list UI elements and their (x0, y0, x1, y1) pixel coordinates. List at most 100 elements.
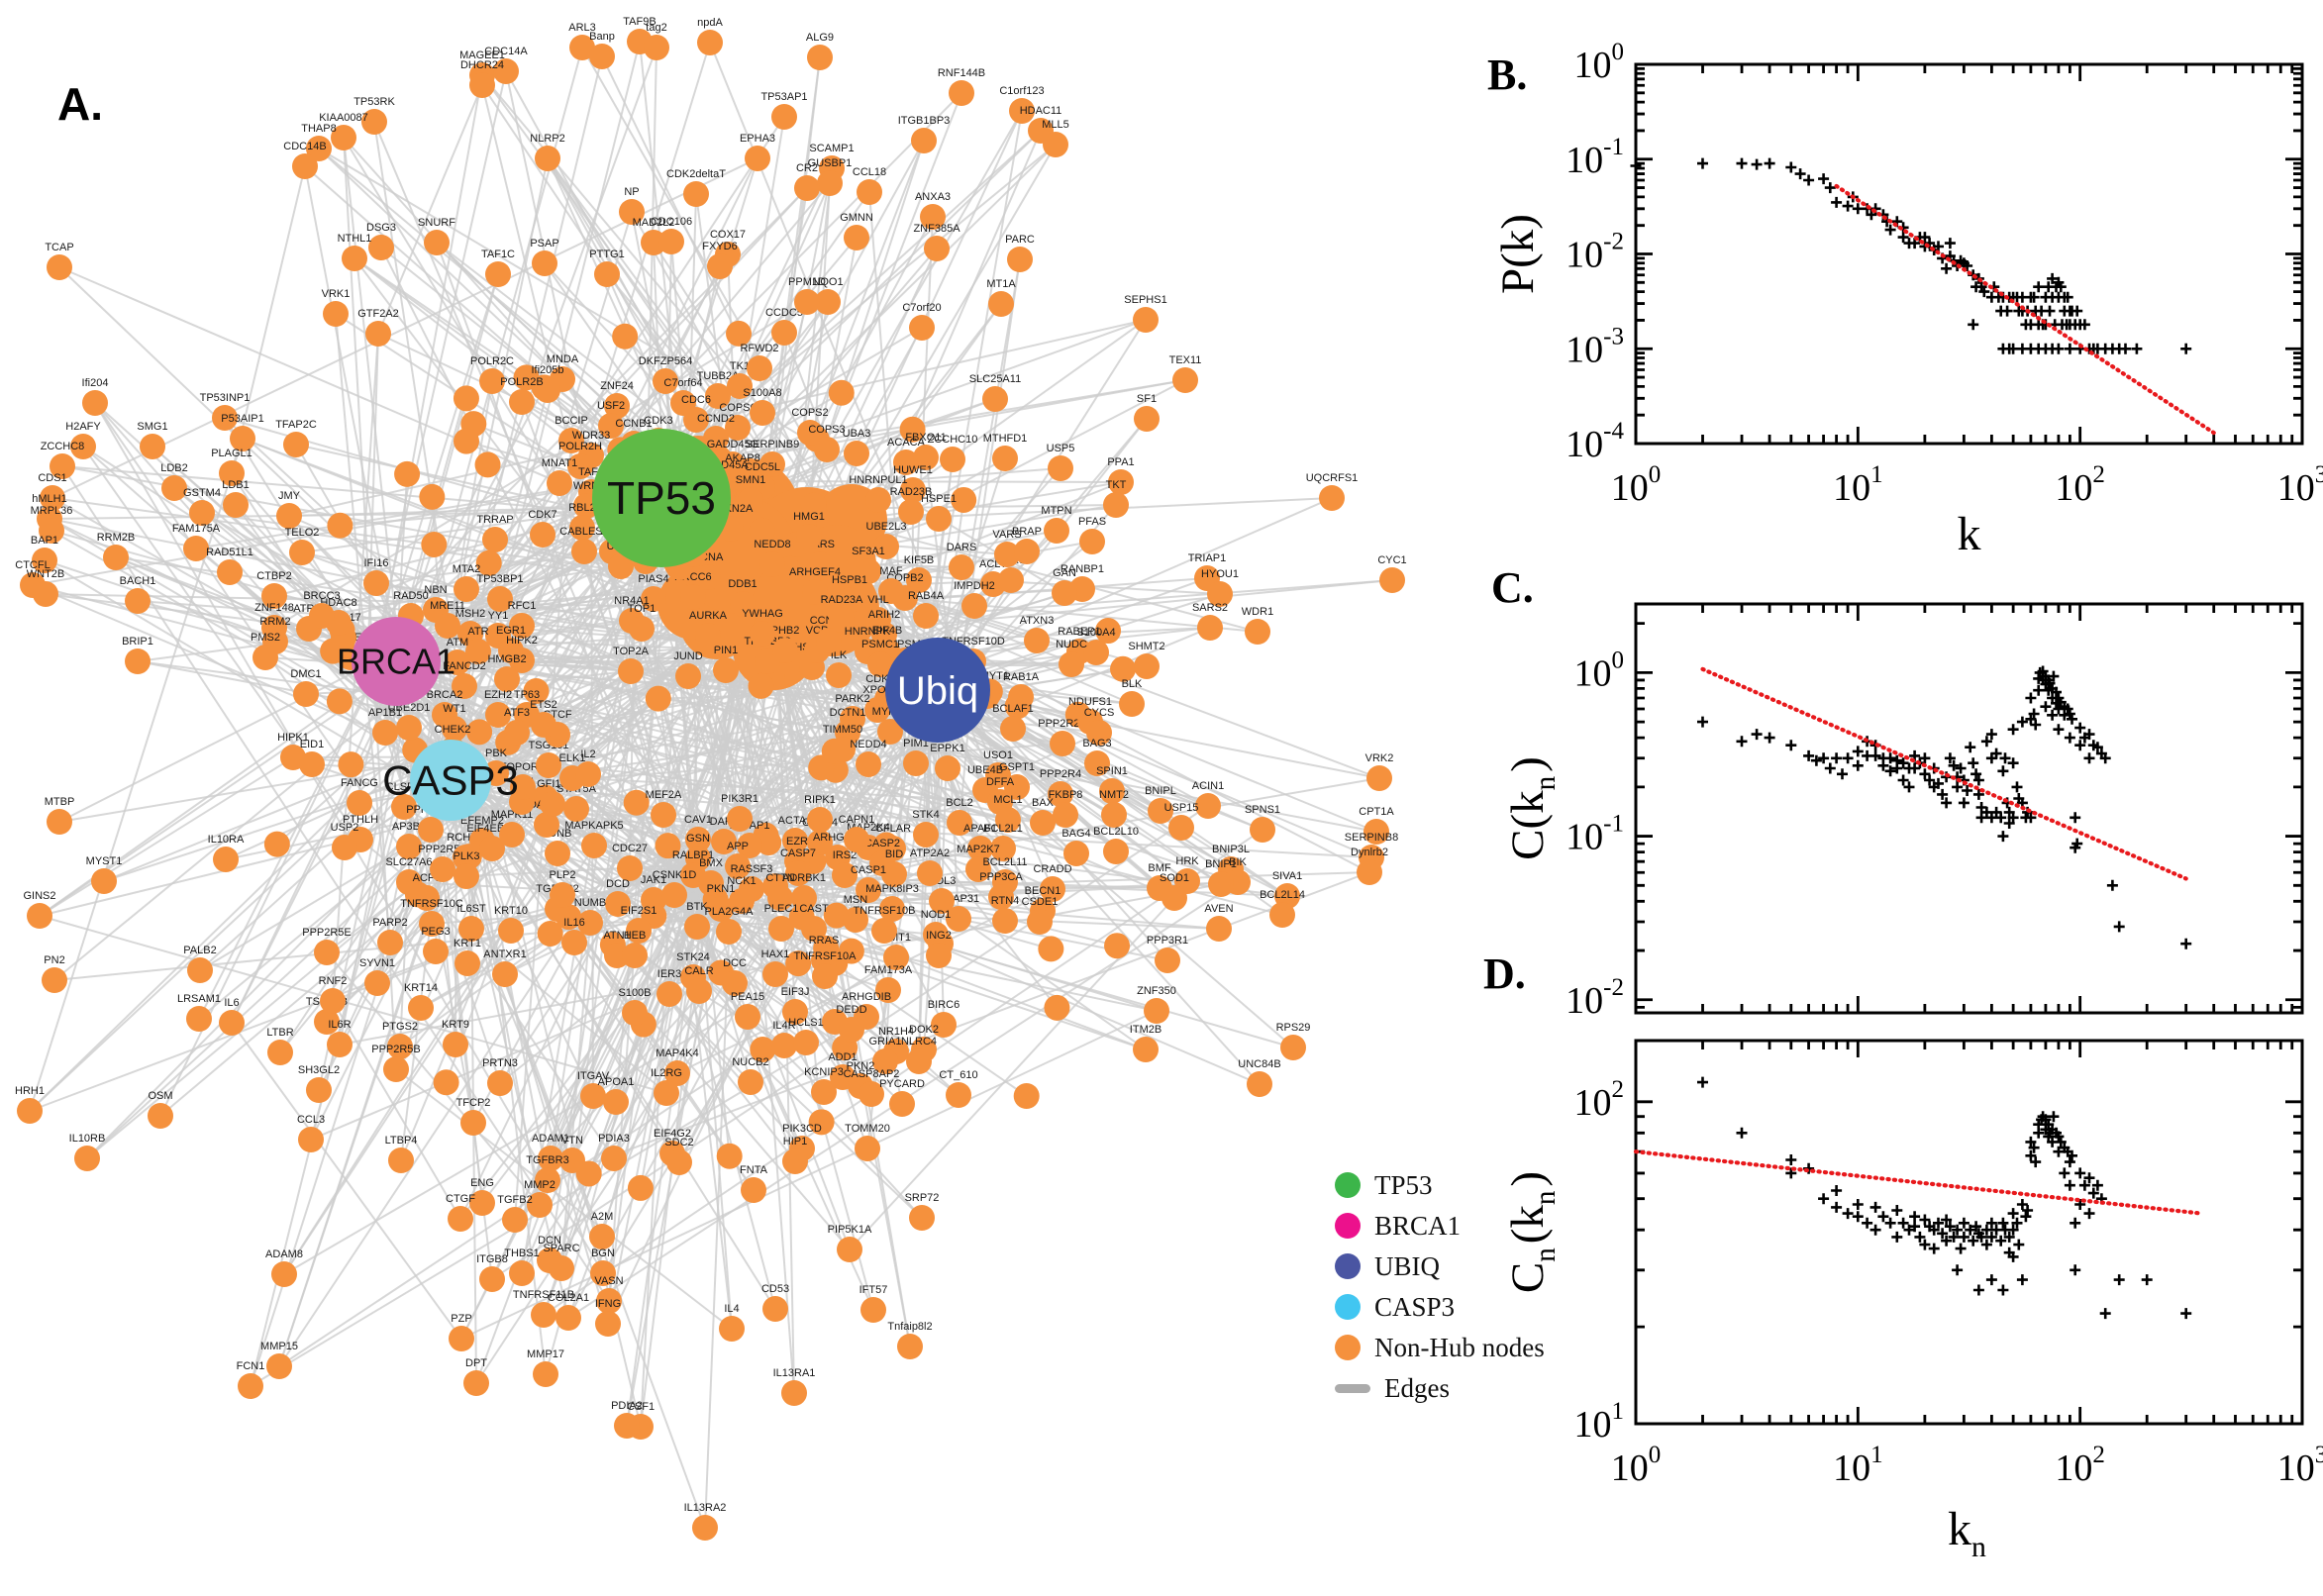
gene-node (683, 407, 709, 433)
gene-node (872, 1048, 898, 1074)
gene-node-label: NBN (424, 584, 447, 596)
gene-node (271, 1261, 297, 1287)
gene-node-label: TFCP2 (456, 1097, 491, 1109)
gene-node-label: STK4 (912, 809, 940, 821)
axis-ticks (1634, 604, 2304, 1013)
gene-node-label: RASSF3 (731, 863, 773, 875)
gene-node-label: EPPK1 (930, 743, 964, 754)
hub-node-brca1 (352, 617, 441, 706)
gene-node (1245, 619, 1270, 645)
gene-node-label: THAP8 (301, 123, 336, 135)
panel-label-a: A. (57, 78, 103, 130)
gene-node (738, 1069, 763, 1095)
gene-node-label: CYCS (1084, 707, 1115, 719)
network-node (1038, 936, 1064, 962)
network-node (419, 483, 446, 510)
legend-item-tp53: TP53 (1335, 1168, 1545, 1202)
gene-node-label: SPIN1 (1096, 765, 1128, 777)
gene-node (797, 420, 823, 446)
gene-node (388, 1147, 414, 1173)
gene-node-label: ATP2A2 (910, 848, 950, 859)
gene-node (267, 1040, 293, 1065)
gene-node-label: HRK (1175, 855, 1199, 867)
gene-node-label: NEDD8 (754, 539, 790, 550)
gene-node-label: ADAM8 (265, 1248, 303, 1260)
gene-node-label: BMF (1148, 862, 1171, 874)
gene-node-label: PSAP (530, 238, 558, 249)
gene-node-label: ELK1 (559, 752, 586, 764)
gene-node-label: KRT9 (442, 1019, 469, 1031)
gene-node-label: IL10RA (208, 834, 245, 846)
gene-node (747, 355, 772, 381)
gene-node-label: CDC5L (745, 461, 780, 473)
gene-node (445, 649, 470, 675)
network-node (749, 517, 775, 544)
gene-node-label: RRAS (809, 935, 840, 947)
gene-node (923, 922, 949, 948)
gene-node (1133, 1037, 1159, 1062)
gene-node (479, 368, 505, 394)
gene-node-label: MSN (844, 894, 868, 906)
gene-node-label: CALR (684, 965, 713, 977)
gene-node (1155, 948, 1180, 973)
gene-node-label: DOK2 (909, 1024, 939, 1036)
network-node (716, 1143, 743, 1169)
gene-node (812, 963, 838, 989)
gene-node (314, 940, 340, 965)
gene-node-label: HYOU1 (1201, 568, 1239, 580)
gene-node (50, 453, 75, 479)
gene-node-label: MNAT1 (542, 457, 577, 469)
gene-node (881, 861, 907, 887)
gene-node-label: TCAP (45, 242, 73, 253)
gene-node-label: LRSAM1 (177, 993, 221, 1005)
scatter-points (1697, 665, 2192, 949)
gene-node-label: CASP8AP2 (844, 1068, 900, 1080)
gene-node (782, 828, 808, 853)
gene-node-label: PIN1 (714, 645, 738, 656)
tp53-dot-icon (1335, 1172, 1361, 1198)
gene-node (909, 1205, 935, 1231)
gene-node-label: PSMC1 (861, 639, 899, 650)
gene-node-label: RBL2 (568, 502, 596, 514)
gene-node-label: CRADD (1033, 863, 1071, 875)
gene-node (878, 578, 904, 604)
gene-node (605, 891, 631, 917)
gene-node (509, 389, 535, 415)
gene-node (42, 967, 67, 993)
gene-node-label: CCND2 (697, 413, 735, 425)
gene-node-label: FXYD6 (702, 241, 737, 252)
gene-node (801, 916, 827, 942)
gene-node-label: JMY (278, 490, 301, 502)
gene-node (494, 666, 520, 692)
gene-node-label: RANBP1 (1060, 563, 1104, 575)
gene-node (771, 320, 797, 346)
gene-node-label: RTN4 (991, 895, 1020, 907)
gene-node-label: TAF1C (481, 249, 515, 260)
gene-node (372, 720, 398, 746)
gene-node-label: PIK3R1 (721, 793, 758, 805)
legend-item-label: Edges (1384, 1372, 1450, 1403)
scatter-points (1630, 157, 2192, 354)
gene-node (641, 586, 666, 612)
gene-node-label: HAX1 (761, 948, 790, 960)
gene-node (622, 943, 648, 968)
gene-node (424, 230, 450, 255)
gene-node-label: HMG1 (793, 511, 825, 523)
gene-node-label: ZCCHC10 (928, 434, 978, 446)
gene-node-label: A2M (591, 1211, 614, 1223)
legend-item-label: BRCA1 (1374, 1210, 1462, 1241)
network-node (623, 789, 650, 816)
gene-node-label: TP63 (514, 689, 540, 701)
axis-tick-label: 100 (1574, 39, 1625, 86)
gene-node-label: IL6 (224, 997, 239, 1009)
network-node (338, 751, 364, 778)
gene-node (815, 289, 841, 315)
axis-title: P(k) (1492, 214, 1544, 294)
gene-node (293, 681, 319, 707)
gene-node-label: GADD45G (707, 439, 759, 450)
gene-node-label: WT1 (443, 703, 465, 715)
gene-node-label: UBE2L3 (866, 521, 907, 533)
gene-node (629, 616, 655, 642)
gene-node-label: IL13RA2 (684, 1502, 727, 1514)
